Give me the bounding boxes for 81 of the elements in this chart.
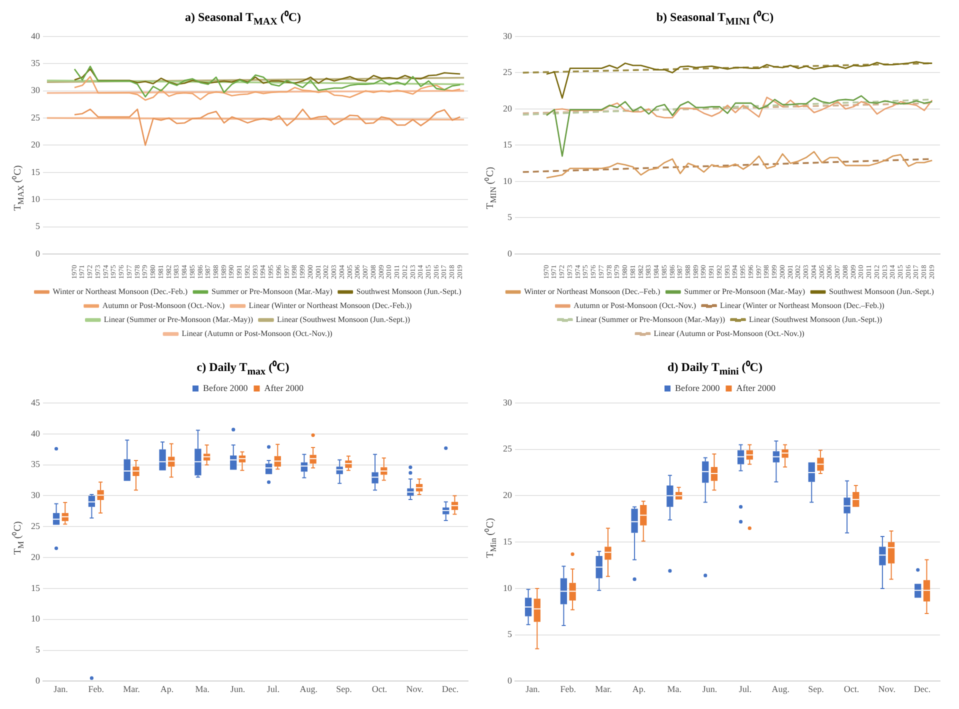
legend-label: After 2000 bbox=[736, 382, 776, 393]
x-tick-label: Nov. bbox=[878, 684, 896, 694]
y-tick-label: 30 bbox=[31, 490, 40, 500]
x-tick-label: Jan. bbox=[526, 684, 540, 694]
legend-label: Linear (Southwest Monsoon (Jun.-Sept.)) bbox=[276, 315, 410, 324]
legend-label: Linear (Autumn or Post-Monsoon (Oct.-Nov.)) bbox=[654, 329, 805, 338]
legend-label: Autumn or Post-Monsoon (Oct.-Nov.) bbox=[102, 301, 226, 310]
y-tick-label: 25 bbox=[503, 444, 512, 454]
legend-label: Linear (Summer or Pre-Monsoon (Mar.-May)) bbox=[104, 315, 254, 324]
x-tick-label: Mar. bbox=[123, 684, 140, 694]
x-tick-label: Feb. bbox=[560, 684, 576, 694]
x-tick-label: Dec. bbox=[914, 684, 931, 694]
x-tick-label: Sep. bbox=[336, 684, 352, 694]
y-tick-label: 0 bbox=[508, 676, 512, 686]
chart-title: a) Seasonal T$_{MAX}$ (⁰C) bbox=[184, 9, 302, 28]
x-tick-label: Jun. bbox=[230, 684, 246, 694]
y-tick-label: 5 bbox=[36, 221, 40, 232]
legend-label: Autumn or Post-Monsoon (Oct.-Nov.) bbox=[574, 301, 696, 310]
y-tick-label: 10 bbox=[503, 582, 512, 593]
x-tick-label: Ap. bbox=[160, 684, 174, 694]
legend-label: Linear (Autumn or Post-Monsoon (Oct.-Nov.)) bbox=[182, 329, 333, 338]
legend-label: Before 2000 bbox=[675, 382, 720, 393]
x-tick-label: Jun. bbox=[702, 684, 718, 694]
y-tick-label: 40 bbox=[31, 30, 40, 41]
y-tick-label: 0 bbox=[36, 676, 40, 686]
x-tick-label: Ap. bbox=[632, 684, 646, 694]
legend-label: Summer or Pre-Monsoon (Mar.-May) bbox=[684, 287, 806, 296]
chart-title: b) Seasonal T$_{MINI}$ (⁰C) bbox=[655, 9, 775, 28]
legend-label: Before 2000 bbox=[203, 382, 248, 393]
x-tick-label: Oct. bbox=[372, 684, 388, 694]
x-tick-label: Ma. bbox=[195, 684, 210, 694]
y-tick-label: 35 bbox=[31, 459, 40, 470]
y-tick-label: 15 bbox=[503, 140, 512, 150]
legend-label: After 2000 bbox=[264, 382, 304, 393]
legend-label: Linear (Winter or Northeast Monsoon (Dec.-Feb.)) bbox=[248, 301, 412, 310]
y-tick-label: 20 bbox=[503, 490, 512, 500]
y-tick-label: 10 bbox=[31, 614, 40, 624]
x-tick-label: Feb. bbox=[88, 684, 104, 694]
legend-label: Winter or Northeast Monsoon (Dec.-Feb.) bbox=[52, 287, 188, 296]
y-tick-label: 15 bbox=[31, 166, 40, 177]
y-tick-label: 20 bbox=[31, 140, 40, 150]
y-tick-label: 10 bbox=[503, 176, 512, 186]
y-tick-label: 25 bbox=[31, 521, 40, 532]
x-tick-label: Aug. bbox=[300, 684, 318, 694]
legend-label: Linear (Winter or Northeast Monsoon (Dec.–Feb.)) bbox=[720, 301, 885, 310]
y-tick-label: 15 bbox=[503, 536, 512, 546]
x-tick-label: Oct. bbox=[844, 684, 860, 694]
y-tick-label: 15 bbox=[31, 582, 40, 593]
y-tick-label: 20 bbox=[31, 552, 40, 562]
x-tick-label: Jan. bbox=[54, 684, 68, 694]
legend-label: Winter or Northeast Monsoon (Dec.–Feb.) bbox=[524, 287, 660, 296]
y-tick-label: 25 bbox=[31, 112, 40, 122]
y-tick-label: 0 bbox=[36, 248, 40, 258]
legend-label: Southwest Monsoon (Jun.-Sept.) bbox=[829, 287, 934, 296]
y-tick-label: 20 bbox=[503, 103, 512, 114]
y-tick-label: 5 bbox=[508, 629, 512, 640]
y-tick-label: 40 bbox=[31, 428, 40, 438]
legend-label: Linear (Southwest Monsoon (Jun.-Sept.)) bbox=[748, 315, 882, 324]
y-tick-label: 5 bbox=[508, 212, 512, 222]
x-tick-label: Sep. bbox=[808, 684, 824, 694]
legend-label: Southwest Monsoon (Jun.-Sept.) bbox=[356, 287, 462, 296]
legend-label: Linear (Summer or Pre-Monsoon (Mar.-May)) bbox=[576, 315, 726, 324]
x-tick-label: Aug. bbox=[772, 684, 790, 694]
x-tick-label: Jul. bbox=[266, 684, 280, 694]
x-tick-label: Jul. bbox=[738, 684, 752, 694]
y-tick-label: 30 bbox=[503, 30, 512, 41]
legend-label: Summer or Pre-Monsoon (Mar.-May) bbox=[211, 287, 333, 296]
y-tick-label: 30 bbox=[503, 397, 512, 408]
y-tick-label: 25 bbox=[503, 67, 512, 78]
chart-title: c) Daily T$_{max}$ (⁰C) bbox=[196, 359, 290, 378]
y-tick-label: 30 bbox=[31, 85, 40, 96]
y-tick-label: 5 bbox=[36, 644, 40, 655]
chart-title: d) Daily T$_{mini}$ (⁰C) bbox=[666, 359, 764, 378]
y-tick-label: 0 bbox=[508, 248, 512, 258]
y-tick-label: 10 bbox=[31, 194, 40, 204]
x-tick-label: Dec. bbox=[442, 684, 459, 694]
y-tick-label: 45 bbox=[31, 397, 40, 408]
x-tick-label: Ma. bbox=[667, 684, 682, 694]
x-tick-label: Nov. bbox=[406, 684, 424, 694]
y-tick-label: 35 bbox=[31, 58, 40, 68]
x-tick-label: Mar. bbox=[595, 684, 612, 694]
